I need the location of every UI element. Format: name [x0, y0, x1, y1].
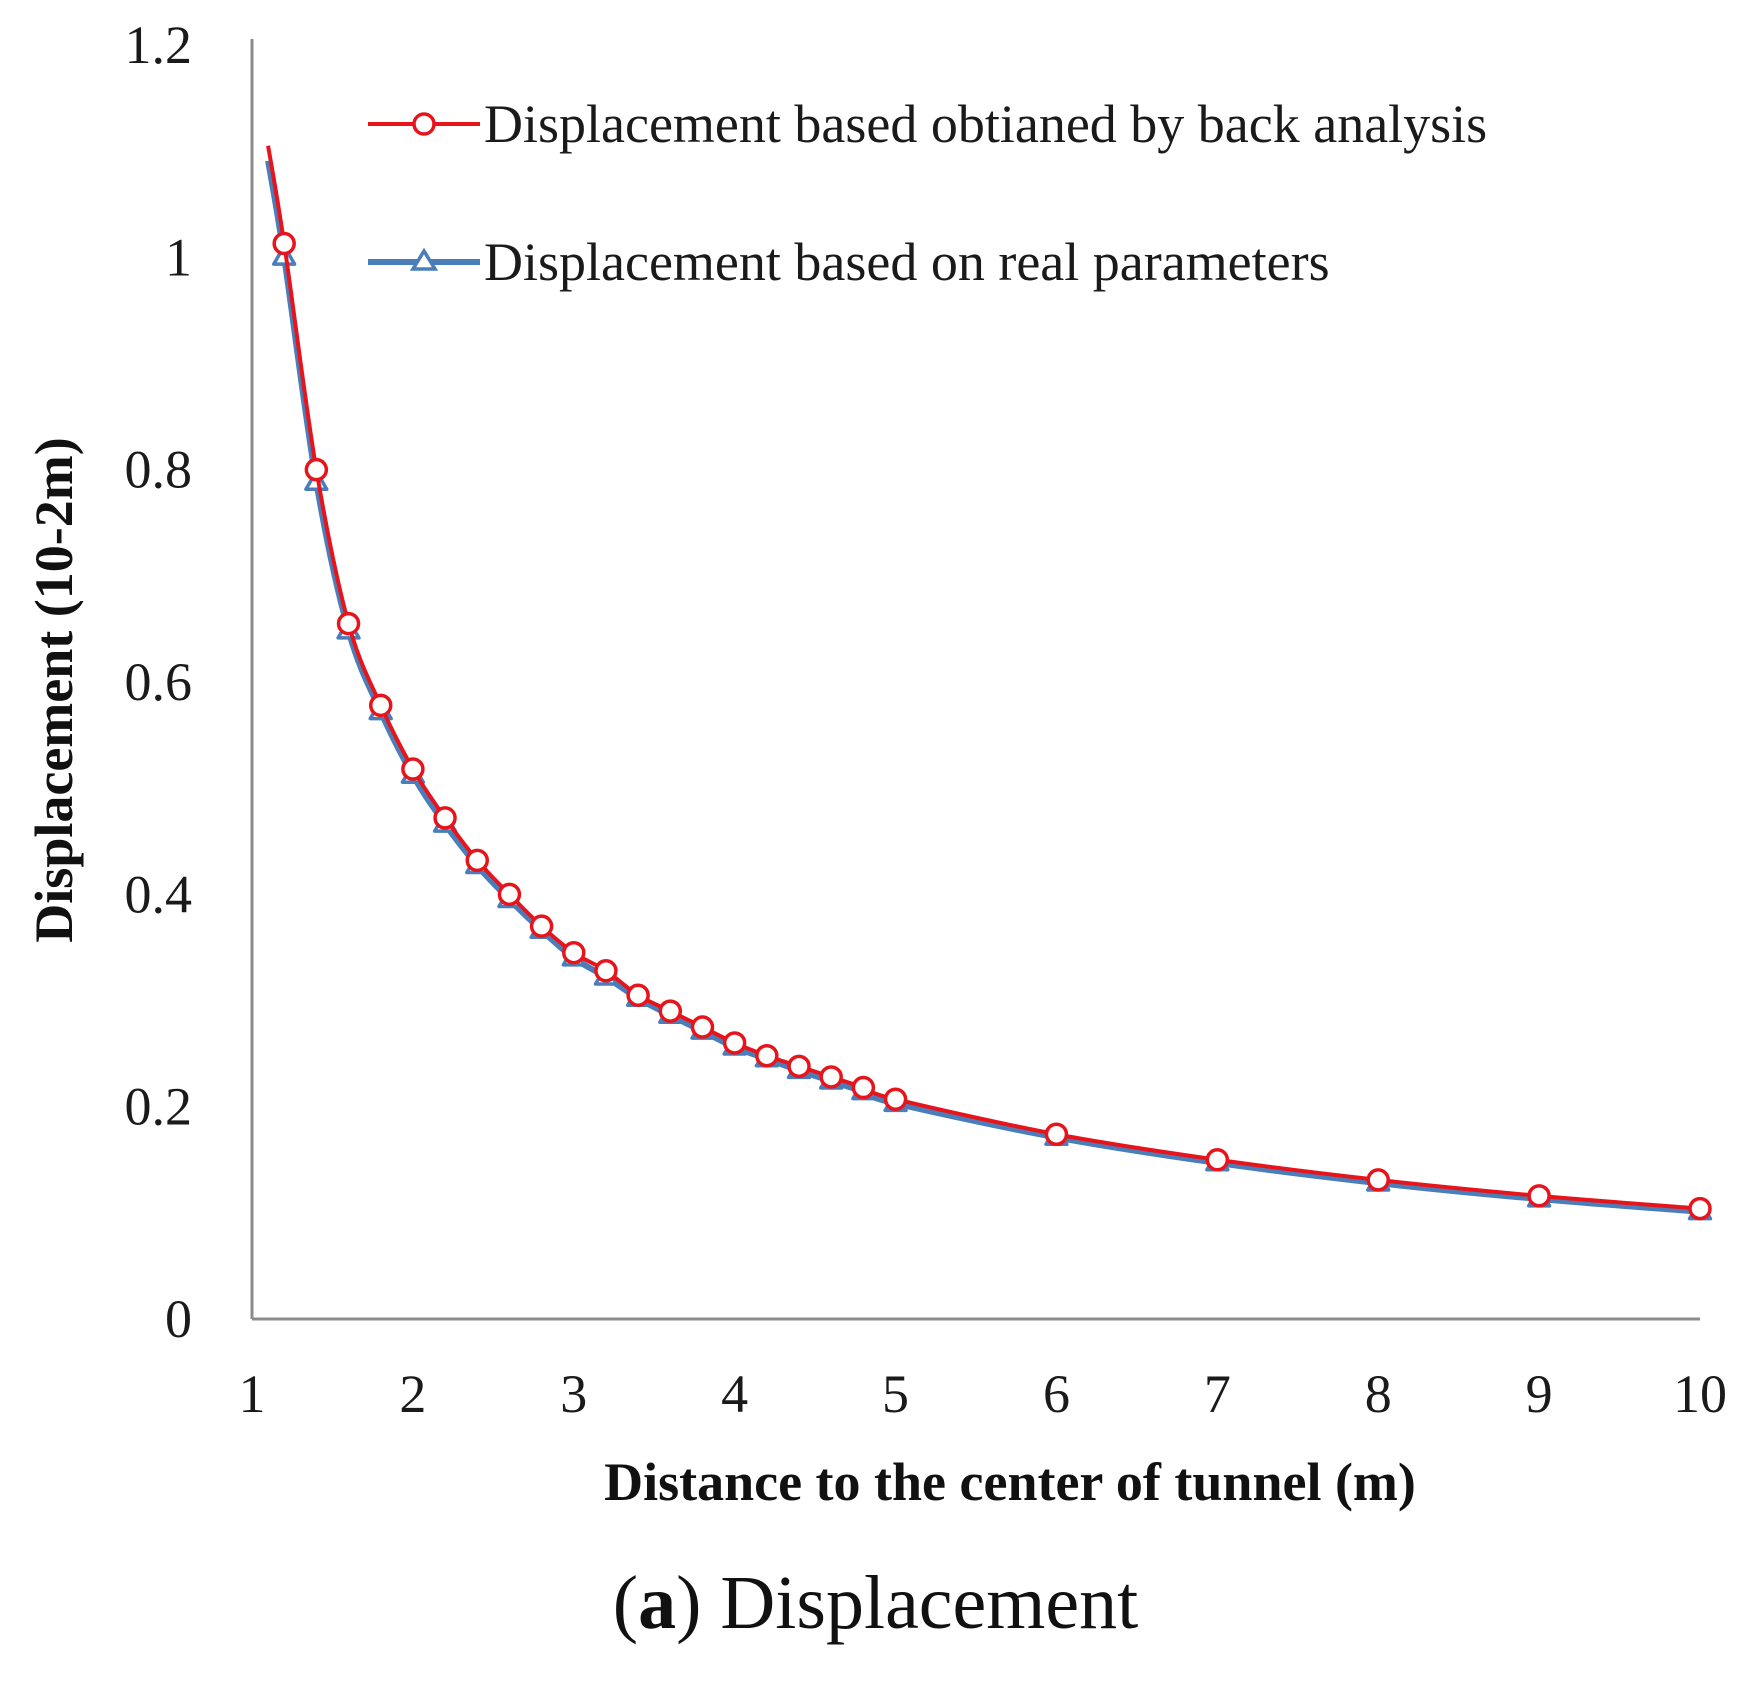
data-point-back-analysis	[722, 1031, 747, 1055]
data-point-back-analysis	[336, 611, 361, 636]
legend-marker-circle	[412, 112, 436, 136]
data-point-back-analysis	[1044, 1122, 1069, 1147]
data-point-back-analysis	[529, 914, 554, 938]
y-tick-label: 0.8	[125, 440, 193, 500]
data-point-back-analysis	[497, 882, 522, 907]
data-point-back-analysis	[851, 1075, 876, 1100]
data-point-back-analysis	[272, 231, 296, 256]
data-point-back-analysis	[562, 940, 586, 965]
x-axis-title: Distance to the center of tunnel (m)	[604, 1452, 1416, 1512]
x-tick-label: 7	[1204, 1364, 1231, 1424]
data-point-back-analysis	[368, 693, 393, 718]
caption-label: a	[638, 1561, 677, 1645]
legend: Displacement based obtianed by back anal…	[368, 94, 1487, 292]
data-point-back-analysis	[755, 1043, 779, 1068]
x-tick-label: 6	[1043, 1364, 1070, 1424]
y-tick-label: 0.4	[125, 864, 193, 924]
x-tick-label: 5	[882, 1364, 909, 1424]
x-tick-label: 9	[1526, 1364, 1553, 1424]
series-line-back-analysis	[266, 145, 1701, 1211]
legend-label-back-analysis: Displacement based obtianed by back anal…	[484, 94, 1487, 154]
data-point-back-analysis	[1366, 1168, 1390, 1192]
data-point-back-analysis	[401, 757, 425, 781]
data-point-back-analysis	[1527, 1184, 1551, 1208]
x-tick-label: 4	[721, 1364, 748, 1424]
data-point-back-analysis	[1688, 1196, 1712, 1221]
x-tick-label: 2	[399, 1364, 426, 1424]
data-point-back-analysis	[304, 457, 329, 482]
y-tick-label: 0.2	[125, 1077, 193, 1137]
y-axis-title: Displacement (10-2m)	[24, 437, 84, 942]
data-point-back-analysis	[787, 1054, 811, 1079]
x-tick-label: 10	[1673, 1364, 1727, 1424]
x-tick-label: 1	[239, 1364, 266, 1424]
y-tick-label: 0.6	[125, 652, 193, 712]
data-point-back-analysis	[626, 983, 650, 1007]
y-tick-label: 0	[165, 1289, 192, 1349]
y-tick-label: 1.2	[125, 15, 193, 75]
data-point-back-analysis	[594, 959, 618, 983]
data-point-back-analysis	[883, 1087, 908, 1111]
x-tick-label: 8	[1365, 1364, 1392, 1424]
data-point-back-analysis	[658, 999, 683, 1023]
y-tick-label: 1	[165, 227, 192, 287]
x-tick-label: 3	[560, 1364, 587, 1424]
data-point-back-analysis	[465, 848, 489, 873]
data-point-back-analysis	[1205, 1148, 1230, 1172]
data-point-back-analysis	[690, 1015, 715, 1039]
figure-caption: (a) Displacement	[612, 1561, 1139, 1645]
data-point-back-analysis	[819, 1065, 843, 1089]
legend-label-real-parameters: Displacement based on real parameters	[484, 232, 1330, 292]
legend-marker-triangle	[409, 247, 439, 271]
series-line-real-parameters	[265, 160, 1701, 1215]
caption-text: Displacement	[720, 1561, 1139, 1645]
data-point-back-analysis	[433, 806, 457, 830]
